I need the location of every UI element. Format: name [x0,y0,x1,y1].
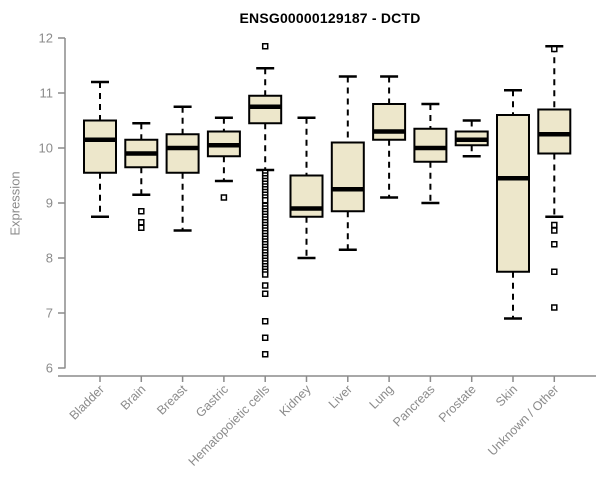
outlier-hematopoietic-cells [261,351,269,358]
outlier-unknown-other [551,45,558,53]
outlier-brain [138,224,145,231]
outlier-unknown-other [551,268,558,275]
outlier-unknown-other [551,221,558,229]
box-skin [496,114,530,273]
chart-title: ENSG00000129187 - DCTD [239,10,421,26]
outlier-unknown-other [551,304,558,311]
y-tick-label: 8 [46,251,53,266]
y-tick-label: 12 [39,31,53,46]
y-tick-label: 9 [46,196,53,211]
y-tick-label: 7 [46,306,53,321]
outlier-brain [138,208,145,215]
box-liver [330,141,365,213]
outlier-hematopoietic-cells [261,318,269,325]
x-tick-label: Brain [118,382,149,413]
x-tick-label: Lung [367,382,397,412]
box-pancreas [413,127,448,163]
outlier-hematopoietic-cells [261,334,269,341]
x-tick-label: Prostate [436,382,479,425]
outlier-brain [138,219,145,226]
x-tick-label: Liver [326,382,355,411]
outlier-hematopoietic-cells [261,290,269,297]
box-lung [372,103,407,141]
y-tick-label: 11 [40,86,54,101]
outlier-hematopoietic-cells [261,271,269,278]
outlier-hematopoietic-cells [261,282,269,289]
outlier-hematopoietic-cells [261,43,269,50]
x-tick-label: Bladder [67,382,107,422]
x-tick-label: Unknown / Other [485,382,561,458]
x-tick-label: Hematopoietic cells [186,382,273,469]
box-unknown-other [537,108,572,155]
box-bladder [83,119,117,174]
x-tick-label: Gastric [193,382,231,420]
outlier-unknown-other [551,227,558,234]
box-hematopoietic-cells [248,94,283,125]
x-tick-label: Kidney [277,382,314,419]
outlier-hematopoietic-cells [261,197,269,204]
y-tick-label: 10 [39,141,53,156]
x-tick-label: Pancreas [390,382,437,429]
x-tick-label: Breast [154,382,190,418]
outlier-gastric [220,194,228,201]
y-tick-label: 6 [46,361,53,376]
box-breast [165,133,200,174]
x-tick-label: Skin [493,382,520,409]
outlier-unknown-other [551,241,558,248]
